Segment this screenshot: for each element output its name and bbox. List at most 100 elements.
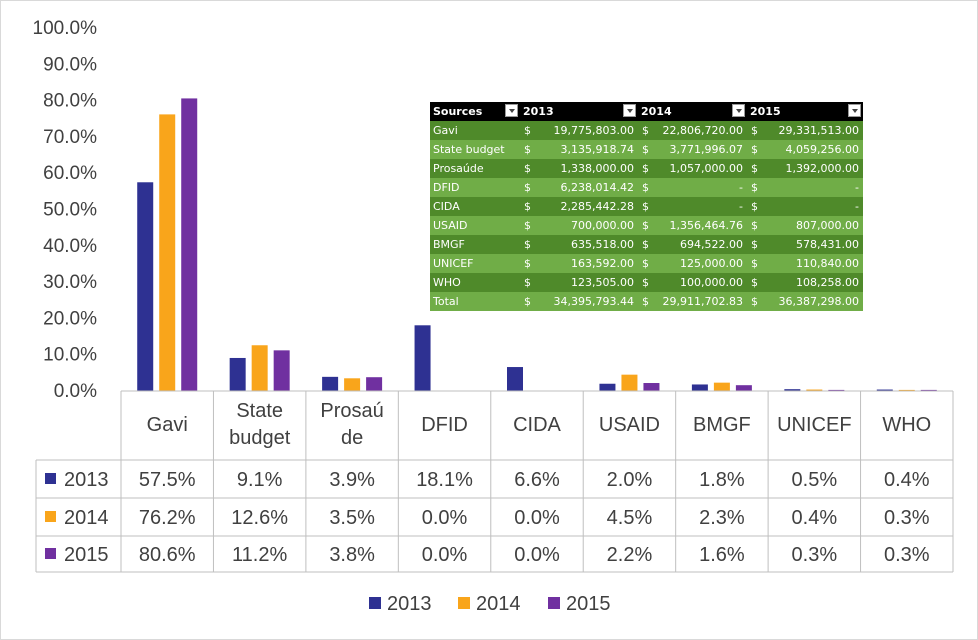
- y-axis: 0.0% 10.0% 20.0% 30.0% 40.0% 50.0% 60.0% 70.0% 8…: [33, 18, 98, 402]
- currency-symbol: $: [638, 292, 658, 311]
- sources-header[interactable]: Sources: [430, 102, 520, 121]
- bar-2015-1: [273, 350, 290, 391]
- bar-2013-4: [507, 367, 523, 391]
- currency-symbol: $: [638, 178, 658, 197]
- data-label: 3.5%: [329, 507, 375, 529]
- y-tick-label: 90.0%: [43, 54, 97, 75]
- data-label: 0.3%: [884, 507, 930, 529]
- legend-label-2015: 2015: [566, 593, 611, 615]
- currency-symbol: $: [638, 235, 658, 254]
- currency-symbol: $: [520, 235, 540, 254]
- y-tick-label: 30.0%: [43, 272, 97, 293]
- currency-symbol: $: [520, 292, 540, 311]
- currency-symbol: $: [747, 254, 767, 273]
- table-cell-amount: 578,431.00: [767, 235, 863, 254]
- table-cell-amount: 1,392,000.00: [767, 159, 863, 178]
- table-cell-source: Total: [430, 292, 520, 311]
- currency-symbol: $: [520, 121, 540, 140]
- data-label: 11.2%: [232, 544, 287, 566]
- filter-dropdown-icon[interactable]: [732, 104, 745, 117]
- data-label: 0.0%: [514, 544, 560, 566]
- currency-symbol: $: [520, 178, 540, 197]
- currency-symbol: $: [747, 178, 767, 197]
- bar-2013-6: [691, 384, 708, 391]
- data-label: 0.5%: [792, 469, 838, 491]
- table-cell-amount: -: [658, 197, 747, 216]
- bar-2013-7: [784, 389, 801, 391]
- funding-sources-table: Sources 2013 2014 2015 Gavi $19,775,803.0…: [430, 102, 863, 311]
- category-label: State: [236, 400, 283, 422]
- table-cell-amount: 3,771,996.07: [658, 140, 747, 159]
- bar-2015-0: [181, 98, 198, 391]
- data-label: 0.4%: [792, 507, 838, 529]
- category-label: USAID: [599, 414, 660, 436]
- filter-dropdown-icon[interactable]: [505, 104, 518, 117]
- currency-symbol: $: [747, 216, 767, 235]
- table-cell-amount: 1,338,000.00: [540, 159, 638, 178]
- bar-2015-8: [920, 389, 937, 391]
- data-label: 12.6%: [231, 507, 288, 529]
- table-row: USAID $700,000.00 $1,356,464.76 $807,000.00: [430, 216, 863, 235]
- filter-dropdown-icon[interactable]: [848, 104, 861, 117]
- category-label: CIDA: [513, 414, 561, 436]
- y-tick-label: 60.0%: [43, 163, 97, 184]
- currency-symbol: $: [520, 197, 540, 216]
- table-header-row: Sources 2013 2014 2015: [430, 102, 863, 121]
- data-label: 0.3%: [792, 544, 838, 566]
- legend-label-2013: 2013: [387, 593, 432, 615]
- year-2014-header-label: 2014: [641, 105, 672, 118]
- currency-symbol: $: [747, 159, 767, 178]
- table-cell-amount: 1,356,464.76: [658, 216, 747, 235]
- bar-2015-7: [828, 389, 845, 391]
- y-tick-label: 10.0%: [43, 345, 97, 366]
- filter-dropdown-icon[interactable]: [623, 104, 636, 117]
- data-label: 4.5%: [607, 507, 653, 529]
- table-row: Total $34,395,793.44 $29,911,702.83 $36,387…: [430, 292, 863, 311]
- table-cell-amount: 700,000.00: [540, 216, 638, 235]
- legend-swatch-2013: [369, 597, 381, 609]
- currency-symbol: $: [520, 140, 540, 159]
- table-row: CIDA $2,285,442.28 $ - $ -: [430, 197, 863, 216]
- y-tick-label: 70.0%: [43, 127, 97, 148]
- year-2015-header[interactable]: 2015: [747, 102, 863, 121]
- series-name-2015: 2015: [64, 544, 109, 566]
- table-cell-amount: 29,331,513.00: [767, 121, 863, 140]
- legend-key-2015: [45, 548, 56, 559]
- table-cell-source: WHO: [430, 273, 520, 292]
- data-label: 9.1%: [237, 469, 283, 491]
- bar-2014-8: [898, 389, 915, 391]
- data-label: 76.2%: [139, 507, 196, 529]
- table-row: BMGF $635,518.00 $694,522.00 $578,431.00: [430, 235, 863, 254]
- table-row: Gavi $19,775,803.00 $22,806,720.00 $29,331,…: [430, 121, 863, 140]
- data-label: 3.9%: [329, 469, 375, 491]
- data-label: 2.3%: [699, 507, 745, 529]
- year-2014-header[interactable]: 2014: [638, 102, 747, 121]
- currency-symbol: $: [747, 273, 767, 292]
- legend: 2013 2014 2015: [369, 593, 611, 615]
- table-cell-amount: 123,505.00: [540, 273, 638, 292]
- category-label: budget: [229, 427, 291, 449]
- bar-2015-6: [735, 385, 752, 391]
- data-label: 1.8%: [699, 469, 745, 491]
- data-label: 0.0%: [422, 544, 468, 566]
- table-cell-amount: 3,135,918.74: [540, 140, 638, 159]
- category-label: DFID: [421, 414, 468, 436]
- currency-symbol: $: [638, 121, 658, 140]
- bar-2014-2: [344, 378, 361, 391]
- table-cell-amount: 19,775,803.00: [540, 121, 638, 140]
- table-cell-source: DFID: [430, 178, 520, 197]
- currency-symbol: $: [747, 140, 767, 159]
- legend-swatch-2014: [458, 597, 470, 609]
- table-cell-amount: -: [658, 178, 747, 197]
- bar-2013-1: [229, 357, 246, 391]
- table-cell-source: Prosaúde: [430, 159, 520, 178]
- table-cell-amount: 29,911,702.83: [658, 292, 747, 311]
- table-cell-source: CIDA: [430, 197, 520, 216]
- bar-2014-5: [621, 374, 638, 391]
- year-2013-header[interactable]: 2013: [520, 102, 638, 121]
- table-cell-amount: 22,806,720.00: [658, 121, 747, 140]
- table-cell-source: USAID: [430, 216, 520, 235]
- currency-symbol: $: [638, 197, 658, 216]
- bars: [137, 98, 937, 392]
- category-label: BMGF: [693, 414, 751, 436]
